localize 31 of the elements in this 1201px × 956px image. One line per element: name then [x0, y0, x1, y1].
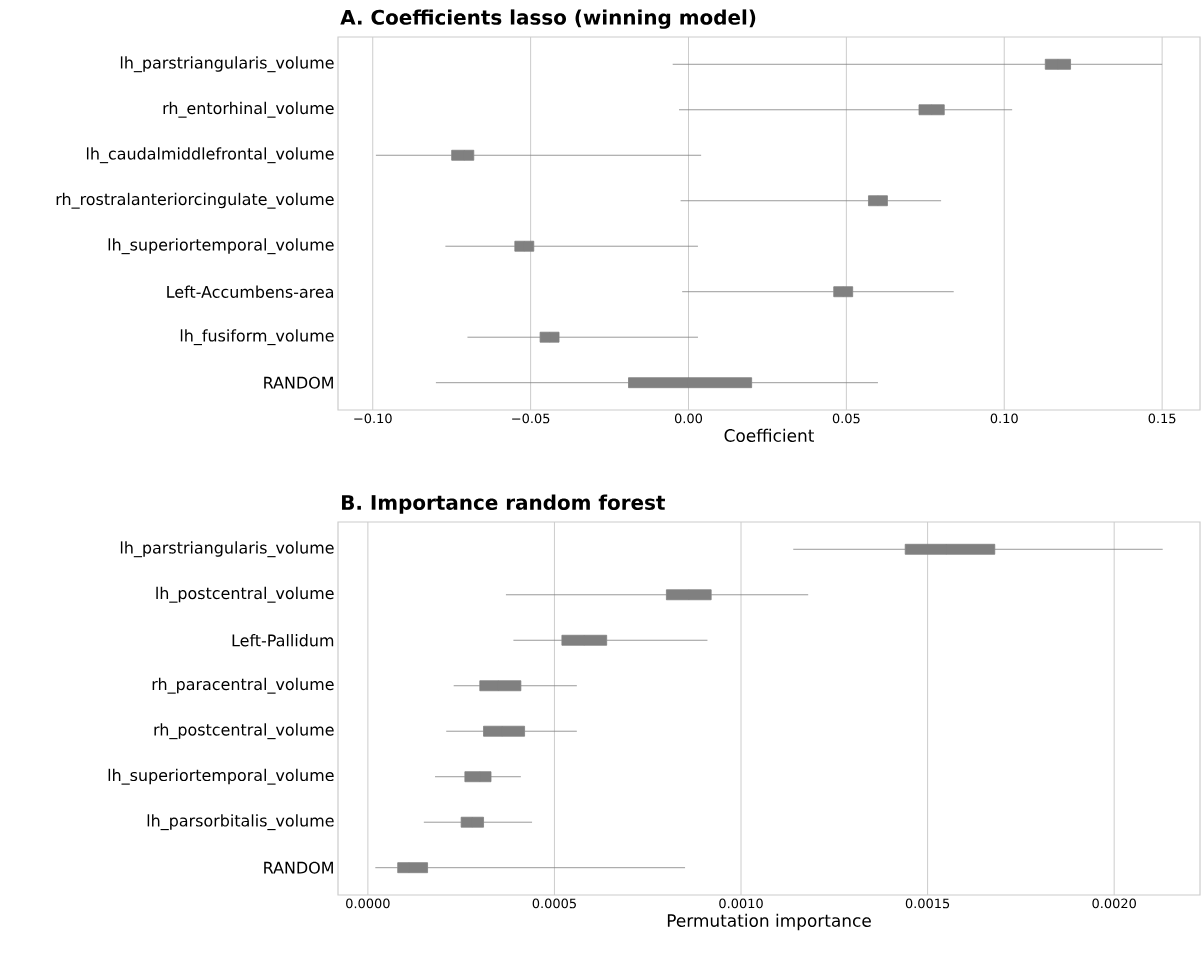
x-tick-label: 0.0000	[346, 898, 390, 909]
y-tick-label: RANDOM	[264, 376, 333, 389]
y-tick-label: rh_entorhinal_volume	[163, 101, 334, 118]
x-tick-label: 0.0005	[532, 898, 576, 909]
y-tick-label: lh_parstriangularis_volume	[120, 541, 334, 558]
x-axis-title: Permutation importance	[667, 913, 871, 931]
x-tick-label: 0.0020	[1092, 898, 1136, 909]
y-tick-label: Left-Pallidum	[232, 634, 334, 647]
y-tick-label: lh_parsorbitalis_volume	[147, 814, 334, 831]
x-tick-label: 0.00	[674, 413, 703, 424]
y-tick-label: lh_postcentral_volume	[156, 586, 334, 603]
y-tick-label: rh_paracentral_volume	[152, 677, 334, 694]
x-tick-label: 0.10	[990, 413, 1018, 424]
y-tick-label: rh_postcentral_volume	[154, 723, 334, 740]
y-tick-label: Left-Accumbens-area	[167, 285, 334, 298]
y-tick-label: rh_rostralanteriorcingulate_volume	[56, 192, 334, 209]
y-tick-label: lh_parstriangularis_volume	[120, 56, 334, 73]
chart-title: B. Importance random forest	[342, 494, 665, 514]
x-axis-title: Coefficient	[724, 428, 815, 442]
x-tick-label: 0.05	[832, 413, 860, 424]
x-tick-label: 0.15	[1148, 413, 1176, 424]
y-tick-label: lh_fusiform_volume	[180, 329, 334, 346]
y-tick-label: lh_superiortemporal_volume	[108, 238, 334, 255]
y-tick-label: lh_superiortemporal_volume	[108, 768, 334, 785]
x-tick-label: −0.05	[512, 413, 550, 424]
y-tick-label: RANDOM	[264, 861, 333, 874]
x-tick-label: 0.0010	[719, 898, 763, 909]
x-tick-label: 0.0015	[905, 898, 950, 909]
chart-title: A. Coefficients lasso (winning model)	[340, 9, 756, 29]
x-tick-label: −0.10	[354, 413, 392, 424]
y-tick-label: lh_caudalmiddlefrontal_volume	[86, 147, 334, 164]
